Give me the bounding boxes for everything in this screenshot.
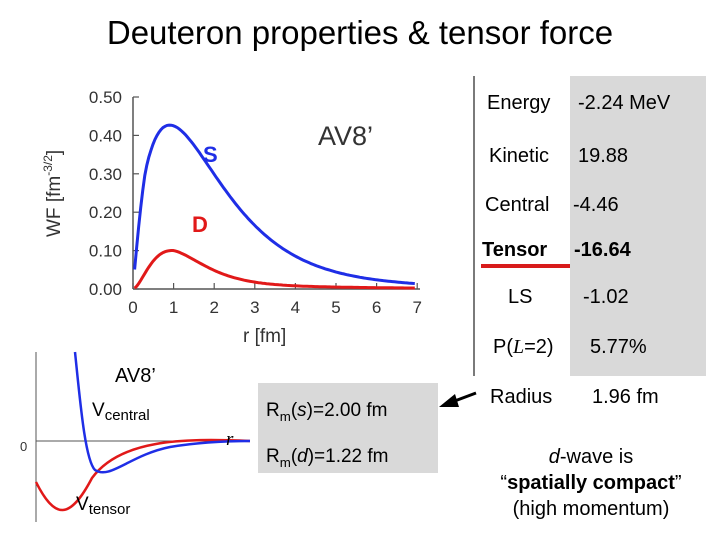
potential-plot: 0 r AV8’ Vcentral Vtensor (20, 351, 251, 522)
rm-s: Rm(s)=2.00 fm (266, 400, 388, 424)
properties-value-panel (570, 76, 706, 376)
wf-x-ticks: 0 1 2 3 4 5 6 7 (128, 283, 422, 317)
wf-x-tick-label: 7 (412, 298, 421, 317)
wf-y-ticks: 0.50 0.40 0.30 0.20 0.10 0.00 (89, 88, 139, 299)
wf-y-tick-label: 0.10 (89, 242, 122, 261)
radii-panel (258, 383, 438, 473)
ls-value: -1.02 (583, 286, 629, 308)
energy-label: Energy (487, 92, 551, 114)
wf-x-axis-label: r [fm] (243, 326, 286, 347)
kinetic-label: Kinetic (489, 145, 550, 167)
note-line-2: “spatially compact” (500, 472, 682, 494)
d-wave-curve (133, 249, 415, 290)
note-line-3: (high momentum) (512, 498, 670, 520)
slide-title: Deuteron properties & tensor force (106, 14, 614, 51)
central-value: -4.46 (573, 194, 619, 216)
wf-model-label: AV8’ (318, 121, 373, 151)
pot-zero-label: 0 (20, 439, 27, 454)
note-line-1: d-wave is (548, 446, 634, 468)
pot-model-label: AV8’ (115, 365, 156, 387)
note-text: d-wave is “spatially compact” (high mome… (462, 444, 720, 522)
v-central-curve (73, 351, 251, 474)
wf-x-tick-label: 2 (209, 298, 218, 317)
wf-x-tick-label: 0 (128, 298, 137, 317)
s-wave-curve (133, 123, 415, 285)
tensor-label: Tensor (482, 239, 548, 261)
wf-x-tick-label: 5 (331, 298, 340, 317)
s-wave-label: S (203, 142, 218, 167)
rm-d: Rm(d)=1.22 fm (266, 446, 389, 470)
pl-value: 5.77% (590, 336, 647, 358)
wf-y-tick-label: 0.20 (89, 203, 122, 222)
wf-x-tick-label: 6 (372, 298, 381, 317)
ls-label: LS (508, 286, 533, 308)
energy-value: -2.24 MeV (578, 92, 671, 114)
kinetic-value: 19.88 (578, 145, 629, 167)
wf-x-tick-label: 1 (169, 298, 178, 317)
wf-y-tick-label: 0.40 (89, 126, 122, 145)
wf-x-tick-label: 3 (250, 298, 259, 317)
wf-y-tick-label: 0.50 (89, 88, 122, 107)
pl-label: P(L=2) (493, 336, 554, 358)
wf-y-tick-label: 0.30 (89, 165, 122, 184)
tensor-value: -16.64 (574, 239, 631, 261)
radius-label: Radius (490, 386, 553, 408)
central-label: Central (485, 194, 550, 216)
v-tensor-curve (34, 438, 251, 512)
radius-value: 1.96 fm (592, 386, 659, 408)
wf-x-tick-label: 4 (291, 298, 300, 317)
wf-y-axis-label: WF [fm-3/2] (41, 150, 65, 237)
radius-arrowhead (439, 394, 459, 407)
d-wave-label: D (192, 212, 208, 237)
pot-r-label: r (226, 429, 234, 450)
wf-y-tick-label: 0.00 (89, 280, 122, 299)
v-central-label: Vcentral (92, 400, 150, 424)
v-tensor-label: Vtensor (76, 494, 130, 518)
